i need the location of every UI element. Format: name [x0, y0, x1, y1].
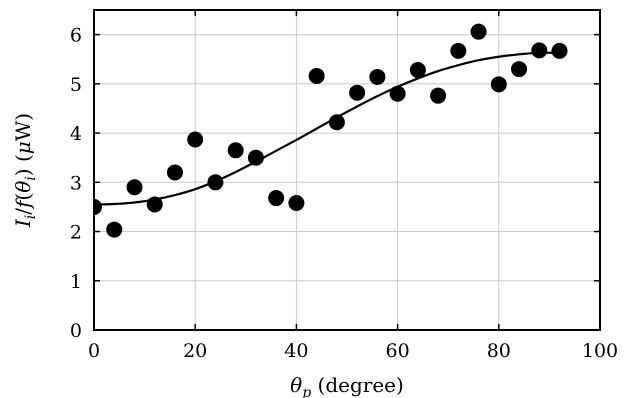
- y-tick-label: 3: [70, 172, 82, 194]
- data-point: [369, 68, 386, 85]
- data-point: [430, 87, 447, 104]
- grid: [94, 10, 600, 330]
- data-point: [207, 174, 224, 191]
- y-tick-label: 1: [70, 271, 82, 293]
- data-point: [166, 164, 183, 181]
- data-point: [268, 190, 285, 207]
- data-point: [349, 84, 366, 101]
- y-tick-label: 5: [70, 74, 82, 96]
- fit-curve-layer: [93, 51, 560, 206]
- data-point: [470, 23, 487, 40]
- data-point: [126, 179, 143, 196]
- y-tick-label: 2: [70, 222, 82, 244]
- data-point: [247, 149, 264, 166]
- data-point: [450, 42, 467, 59]
- data-point: [187, 131, 204, 148]
- data-point: [288, 194, 305, 211]
- data-point: [308, 67, 325, 84]
- data-point: [106, 221, 123, 238]
- data-point: [409, 62, 426, 79]
- data-point: [511, 61, 528, 78]
- x-tick-label: 20: [183, 340, 207, 362]
- y-tick-label: 6: [70, 25, 82, 47]
- data-point: [551, 42, 568, 59]
- data-point: [531, 42, 548, 59]
- y-axis-label: Ii/f(θi) (μW): [11, 113, 39, 228]
- fit-curve: [93, 51, 560, 206]
- ticks: [93, 10, 601, 331]
- x-tick-label: 60: [386, 340, 410, 362]
- data-point: [146, 196, 163, 213]
- data-point: [94, 198, 102, 215]
- data-point: [227, 142, 244, 159]
- x-axis-label: θp (degree): [290, 373, 404, 398]
- x-tick-label: 0: [88, 340, 100, 362]
- x-tick-label: 100: [582, 340, 618, 362]
- tick-labels: 0 20 40 60 80 100 0 1 2 3 4 5 6: [70, 25, 618, 362]
- data-points-layer: [94, 23, 568, 238]
- y-tick-label: 0: [70, 320, 82, 342]
- data-point: [389, 85, 406, 102]
- plot-frame: [93, 9, 601, 331]
- y-tick-label: 4: [70, 123, 82, 145]
- data-point: [490, 76, 507, 93]
- data-point: [328, 114, 345, 131]
- x-tick-label: 80: [487, 340, 511, 362]
- x-tick-label: 40: [284, 340, 308, 362]
